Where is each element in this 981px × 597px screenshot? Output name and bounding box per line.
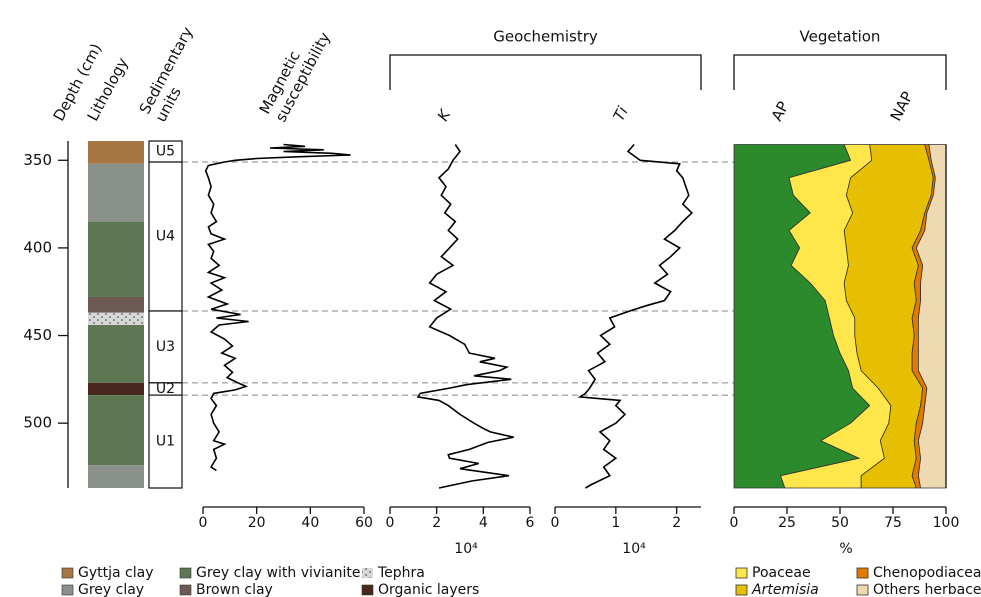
legend-swatch bbox=[179, 567, 192, 579]
lithology-layer bbox=[88, 221, 144, 297]
legend-swatch bbox=[61, 584, 74, 596]
legend-swatch bbox=[361, 584, 374, 596]
lithology-layer bbox=[88, 296, 144, 313]
legend-label: Grey clay bbox=[78, 582, 144, 597]
group-title: Vegetation bbox=[800, 28, 881, 46]
legend-label: Tephra bbox=[377, 565, 425, 581]
legend-label: Brown clay bbox=[196, 582, 273, 597]
x-tick-label: 0 bbox=[386, 515, 395, 531]
x-tick-label: 4 bbox=[479, 515, 488, 531]
x-tick-label: 6 bbox=[526, 515, 535, 531]
legend-label: Poaceae bbox=[752, 565, 811, 581]
x-tick-label: 0 bbox=[199, 515, 208, 531]
data-line bbox=[204, 143, 351, 472]
legend-swatch bbox=[735, 584, 748, 596]
depth-tick-label: 400 bbox=[23, 238, 52, 256]
x-axis-label: 10⁴ bbox=[454, 541, 478, 557]
x-tick-label: 1 bbox=[611, 515, 620, 531]
legend-swatch bbox=[735, 567, 748, 579]
x-tick-label: 0 bbox=[551, 515, 560, 531]
lithology-layer bbox=[88, 312, 144, 326]
legend-label: Chenopodiaceae bbox=[873, 565, 981, 581]
legend-swatch bbox=[362, 568, 373, 578]
x-tick-label: 100 bbox=[933, 515, 960, 531]
x-axis-label: 10⁴ bbox=[622, 541, 646, 557]
lithology-layer bbox=[88, 465, 144, 488]
x-tick-label: 0 bbox=[730, 515, 739, 531]
group-bracket bbox=[733, 54, 947, 90]
legend-label: Artemisia bbox=[751, 582, 819, 597]
ap-label: AP bbox=[768, 98, 793, 124]
unit-label: U3 bbox=[156, 339, 175, 355]
x-tick-label: 20 bbox=[248, 515, 266, 531]
legend-swatch bbox=[61, 567, 74, 579]
legend-swatch bbox=[179, 584, 192, 596]
group-bracket bbox=[389, 54, 702, 90]
x-tick-label: 50 bbox=[831, 515, 849, 531]
depth-tick-label: 350 bbox=[23, 151, 52, 169]
legend-swatch bbox=[856, 584, 869, 596]
unit-box bbox=[148, 161, 183, 312]
unit-label: U1 bbox=[156, 434, 175, 450]
legend-label: Organic layers bbox=[378, 582, 479, 597]
x-tick-label: 25 bbox=[778, 515, 796, 531]
legend-label: Others herbaceous bbox=[873, 582, 981, 597]
unit-label: U5 bbox=[156, 144, 175, 160]
group-title: Geochemistry bbox=[493, 28, 598, 46]
legend-label: Grey clay with vivianite bbox=[196, 565, 361, 581]
unit-box bbox=[148, 394, 183, 489]
panel-title: K bbox=[434, 106, 455, 124]
lithology-layer bbox=[88, 382, 144, 396]
x-tick-label: 75 bbox=[884, 515, 902, 531]
lithology-layer bbox=[88, 141, 144, 164]
data-line bbox=[416, 144, 514, 489]
lithology-layer bbox=[88, 395, 144, 466]
data-line bbox=[577, 143, 694, 489]
x-tick-label: 40 bbox=[301, 515, 319, 531]
legend-swatch bbox=[856, 567, 869, 579]
lithology-layer bbox=[88, 163, 144, 222]
lithology-layer bbox=[88, 325, 144, 383]
x-axis-label: % bbox=[839, 541, 852, 557]
depth-tick-label: 500 bbox=[23, 414, 52, 432]
depth-tick-label: 450 bbox=[23, 326, 52, 344]
nap-label: NAP bbox=[887, 89, 917, 124]
unit-label: U4 bbox=[156, 229, 175, 245]
legend-label: Gyttja clay bbox=[78, 565, 153, 581]
panel-title: Ti bbox=[610, 103, 633, 124]
x-tick-label: 2 bbox=[672, 515, 681, 531]
unit-label: U2 bbox=[156, 381, 175, 397]
x-tick-label: 2 bbox=[432, 515, 441, 531]
x-tick-label: 60 bbox=[355, 515, 373, 531]
